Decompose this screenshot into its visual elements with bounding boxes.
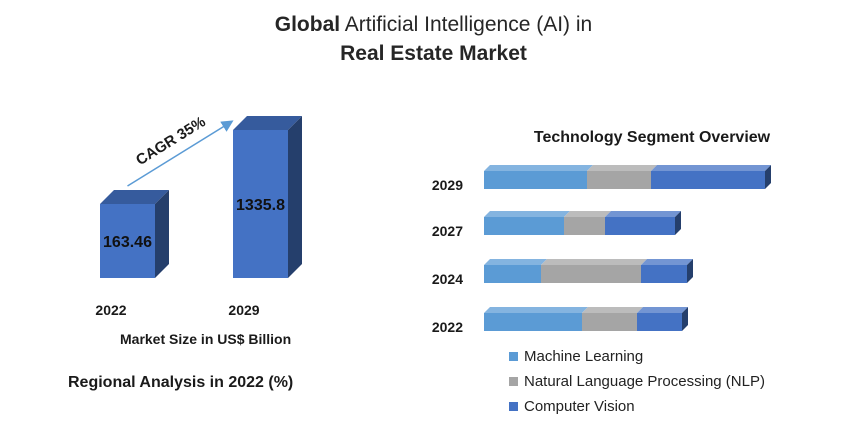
- segment-bar: [637, 313, 682, 331]
- segment-bar: [484, 265, 541, 283]
- legend-item: Natural Language Processing (NLP): [509, 369, 765, 394]
- segment-bar-top: [484, 165, 593, 171]
- segment-bar: [484, 217, 564, 235]
- technology-segment-chart: Technology Segment Overview 2029 2027 2024 2…: [432, 129, 771, 335]
- column-value-label: 163.46: [103, 234, 152, 251]
- segment-bar: [605, 217, 675, 235]
- market-size-chart: 163.46 2022 1335.8 2029 CAGR 35%: [95, 113, 302, 318]
- segment-bar-top: [582, 307, 643, 313]
- segment-bar-top: [641, 259, 693, 265]
- column-bar: [233, 130, 288, 278]
- segment-year-label: 2027: [432, 223, 463, 239]
- segment-bar-end: [682, 307, 688, 331]
- segment-year-label: 2022: [432, 319, 463, 335]
- segment-bar: [651, 171, 765, 189]
- title-line-2: Real Estate Market: [340, 42, 527, 65]
- legend-item: Machine Learning: [509, 344, 765, 369]
- cagr-annotation: CAGR 35%: [133, 113, 209, 169]
- segment-bar-end: [687, 259, 693, 283]
- column-side: [288, 116, 302, 278]
- segment-bar-end: [675, 211, 681, 235]
- legend-swatch: [509, 352, 518, 361]
- segment-bar-top: [541, 259, 647, 265]
- segment-bar-top: [564, 211, 611, 217]
- segment-bar: [484, 171, 587, 189]
- legend-label: Natural Language Processing (NLP): [524, 373, 765, 390]
- market-size-caption: Market Size in US$ Billion: [120, 331, 292, 347]
- column-category-label: 2029: [228, 302, 259, 318]
- segment-bar: [582, 313, 637, 331]
- technology-legend: Machine Learning Natural Language Process…: [509, 344, 765, 419]
- segment-bar-top: [605, 211, 681, 217]
- legend-label: Machine Learning: [524, 348, 644, 365]
- column-side: [155, 190, 169, 278]
- column-value-label: 1335.8: [236, 197, 285, 214]
- legend-label: Computer Vision: [524, 398, 635, 415]
- segment-bar-top: [587, 165, 657, 171]
- segment-bar-top: [637, 307, 688, 313]
- title-plain-part: Artificial Intelligence (AI) in: [340, 13, 593, 36]
- segment-bar-top: [651, 165, 771, 171]
- chart-title: Global Artificial Intelligence (AI) in R…: [0, 10, 867, 68]
- column-top: [233, 116, 302, 130]
- regional-analysis-caption: Regional Analysis in 2022 (%): [68, 374, 294, 391]
- segment-bar-top: [484, 307, 588, 313]
- legend-swatch: [509, 377, 518, 386]
- segment-bar-top: [484, 211, 570, 217]
- segment-bar: [564, 217, 605, 235]
- segment-year-label: 2024: [432, 271, 463, 287]
- segment-chart-title: Technology Segment Overview: [534, 129, 771, 146]
- title-bold-part: Global: [274, 13, 341, 36]
- cagr-arrow: [127, 120, 234, 187]
- segment-bar: [641, 265, 687, 283]
- segment-bar-end: [765, 165, 771, 189]
- legend-item: Computer Vision: [509, 394, 765, 419]
- legend-swatch: [509, 402, 518, 411]
- segment-year-label: 2029: [432, 177, 463, 193]
- column-category-label: 2022: [95, 302, 126, 318]
- segment-bar: [484, 313, 582, 331]
- segment-bar: [587, 171, 651, 189]
- column-bar: [100, 204, 155, 278]
- segment-bar: [541, 265, 641, 283]
- segment-bar-top: [484, 259, 547, 265]
- column-top: [100, 190, 169, 204]
